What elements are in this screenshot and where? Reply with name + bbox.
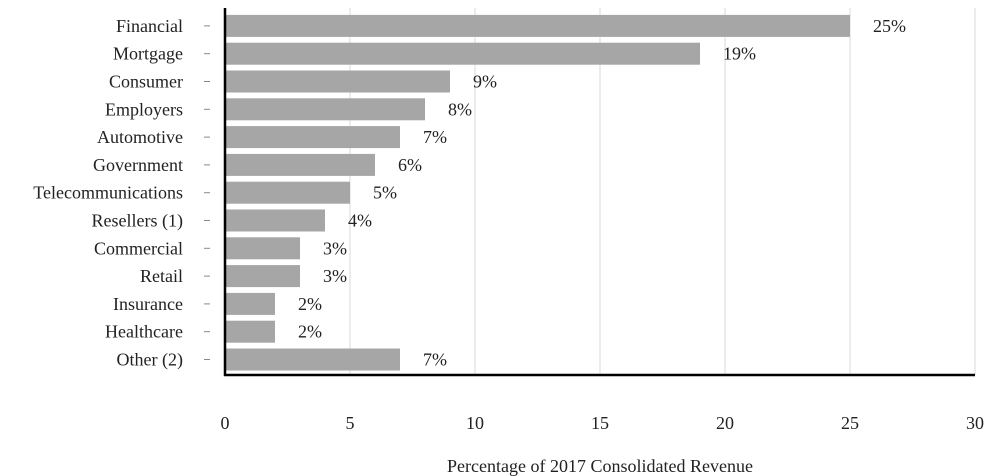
value-label: 7% [423, 350, 447, 370]
category-label: Telecommunications [33, 183, 183, 203]
x-tick-label: 15 [591, 413, 609, 433]
gridlines [349, 8, 976, 375]
category-label: Retail [140, 266, 183, 286]
x-tick-label: 10 [466, 413, 484, 433]
bar [225, 292, 275, 315]
x-tick-labels: 0 5 10 15 20 25 30 [221, 413, 985, 433]
category-label: Commercial [94, 238, 183, 258]
x-tick-label: 5 [346, 413, 355, 433]
x-tick-label: 20 [716, 413, 734, 433]
bar [225, 98, 425, 121]
bar [225, 153, 375, 176]
bar [225, 320, 275, 343]
bars [225, 14, 850, 371]
x-tick-label: 0 [221, 413, 230, 433]
bar [225, 42, 700, 65]
value-label: 5% [373, 183, 397, 203]
category-label: Consumer [109, 72, 183, 92]
bar [225, 181, 350, 204]
value-label: 19% [723, 44, 756, 64]
value-label: 25% [873, 16, 906, 36]
bar [225, 14, 850, 37]
category-label: Automotive [97, 127, 183, 147]
category-label: Mortgage [113, 44, 183, 64]
axes [204, 8, 975, 377]
bar [225, 265, 300, 288]
category-label: Resellers (1) [92, 211, 183, 232]
category-label: Insurance [113, 294, 183, 314]
category-label: Employers [105, 99, 183, 119]
category-label: Government [93, 155, 183, 175]
value-label: 2% [298, 294, 322, 314]
category-label: Healthcare [105, 322, 183, 342]
bar [225, 237, 300, 260]
x-tick-label: 30 [966, 413, 984, 433]
bar [225, 70, 450, 93]
value-label: 9% [473, 72, 497, 92]
value-labels: 25%19%9%8%7%6%5%4%3%3%2%2%7% [298, 16, 906, 370]
value-label: 4% [348, 211, 372, 231]
bar [225, 126, 400, 149]
category-label: Other (2) [117, 350, 183, 371]
category-label: Financial [116, 16, 183, 36]
value-label: 2% [298, 322, 322, 342]
value-label: 8% [448, 99, 472, 119]
value-label: 3% [323, 238, 347, 258]
value-label: 3% [323, 266, 347, 286]
category-labels: Financial Mortgage Consumer Employers Automo… [33, 16, 183, 371]
value-label: 7% [423, 127, 447, 147]
bar [225, 348, 400, 371]
bar [225, 209, 325, 232]
x-tick-label: 25 [841, 413, 859, 433]
x-axis-title: Percentage of 2017 Consolidated Revenue [447, 456, 753, 476]
value-label: 6% [398, 155, 422, 175]
